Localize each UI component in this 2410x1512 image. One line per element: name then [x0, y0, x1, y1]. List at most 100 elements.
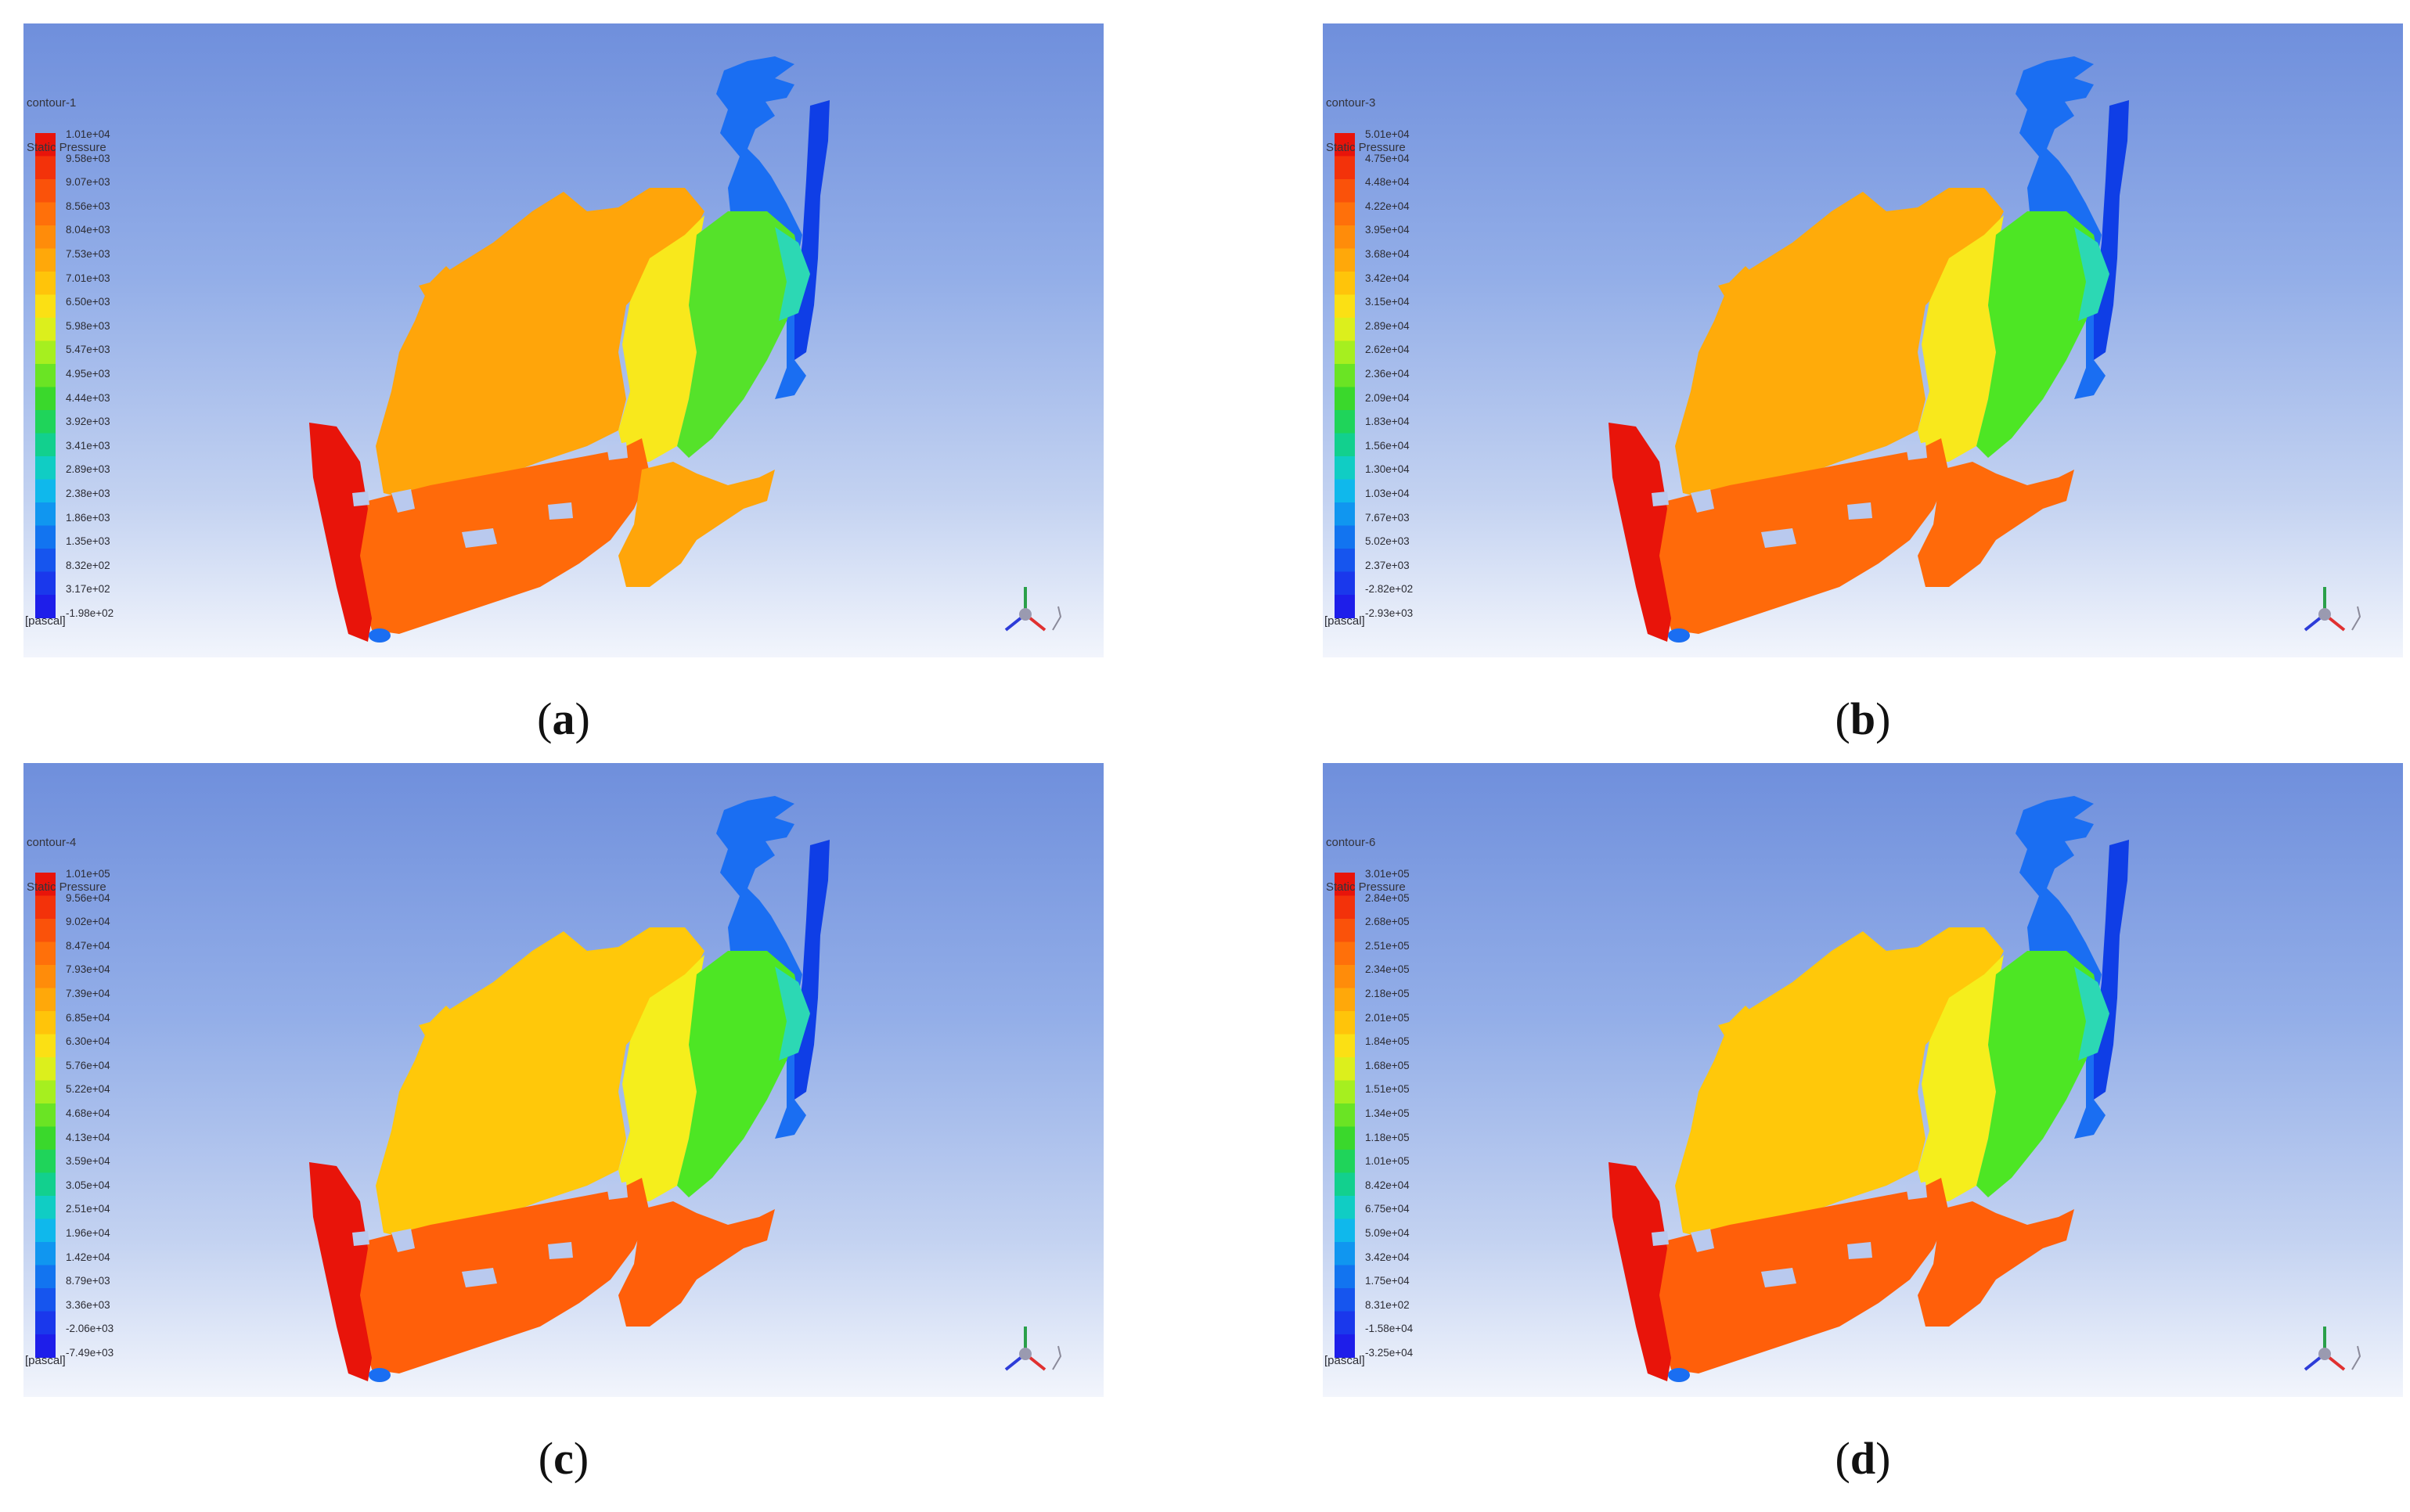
color-bar-segment	[1335, 1126, 1355, 1150]
island	[391, 1229, 415, 1252]
color-bar-segment	[1335, 525, 1355, 549]
scale-tick-label: 3.92e+03	[66, 416, 110, 428]
island	[1906, 1182, 1927, 1200]
scale-tick-label: 6.85e+04	[66, 1011, 110, 1024]
color-bar-segment	[35, 479, 56, 503]
color-bar-segment	[1335, 571, 1355, 596]
island	[1691, 1229, 1714, 1252]
scale-tick-label: 3.42e+04	[1365, 272, 1410, 284]
contour-panel-c: contour-4 Static Pressure 1.01e+05 9.56e+…	[23, 763, 1104, 1397]
scale-tick-label: 7.93e+04	[66, 963, 110, 976]
color-bar-segment	[35, 919, 56, 942]
contour-plot-d	[1335, 796, 2361, 1382]
scale-tick-label: 3.01e+05	[1365, 868, 1410, 880]
color-bar-segment	[1335, 1150, 1355, 1173]
color-bar-segment	[1335, 1080, 1355, 1104]
island	[1847, 502, 1872, 520]
color-bar-segment	[1335, 202, 1355, 226]
variable-name-b: Static Pressure	[1326, 141, 1406, 154]
southern-basin	[356, 438, 650, 634]
color-bar-segment	[35, 433, 56, 457]
color-bar-segment	[35, 595, 56, 618]
scale-tick-label: 1.03e+04	[1365, 488, 1410, 499]
outlet-blob	[369, 628, 391, 643]
color-bar-segment	[35, 1196, 56, 1219]
color-bar-segment	[35, 941, 56, 966]
scale-tick-label: 9.58e+03	[66, 152, 110, 164]
southeast-arm	[1918, 1201, 2074, 1327]
southern-basin	[356, 1178, 650, 1373]
unit-label-b: [pascal]	[1324, 614, 1365, 628]
color-bar-segment	[1335, 873, 1355, 896]
island	[1761, 1268, 1796, 1287]
southern-basin	[1655, 1178, 1949, 1373]
unit-label-d: [pascal]	[1324, 1354, 1365, 1367]
scale-tick-label: 3.41e+03	[66, 439, 110, 452]
color-bar-a	[35, 133, 56, 618]
color-bar-segment	[1335, 1311, 1355, 1335]
scale-tick-label: 8.04e+03	[66, 224, 110, 236]
color-bar-segment	[35, 1219, 56, 1243]
island	[1761, 528, 1796, 548]
color-bar-segment	[35, 225, 56, 249]
color-bar-segment	[1335, 941, 1355, 966]
scale-tick-label: 1.56e+04	[1365, 439, 1410, 452]
scale-tick-label: 8.32e+02	[66, 559, 110, 571]
scale-tick-label: 1.18e+05	[1365, 1131, 1410, 1143]
southeast-arm	[618, 462, 775, 587]
color-bar-segment	[1335, 387, 1355, 411]
color-bar-segment	[35, 1265, 56, 1289]
color-bar-segment	[35, 1011, 56, 1035]
scale-tick-label: 8.56e+03	[66, 200, 110, 212]
scale-tick-label: 3.17e+02	[66, 583, 110, 596]
color-bar-segment	[35, 340, 56, 365]
central-basin	[376, 188, 704, 501]
color-bar-segment	[35, 294, 56, 319]
scale-tick-label: -2.06e+03	[66, 1323, 114, 1335]
color-bar-segment	[1335, 225, 1355, 249]
scale-tick-label: 3.95e+04	[1365, 224, 1410, 236]
scale-tick-label: 1.96e+04	[66, 1227, 110, 1239]
scale-tick-label: 2.62e+04	[1365, 344, 1410, 356]
pressure-field-d	[1608, 796, 2129, 1382]
island	[352, 1231, 369, 1246]
east-gradient-zone	[775, 227, 810, 321]
east-basin	[1976, 951, 2102, 1197]
color-bar-segment	[35, 410, 56, 434]
western-strip	[309, 423, 372, 642]
scale-tick-label: 1.34e+05	[1365, 1107, 1410, 1119]
color-bar-segment	[35, 248, 56, 272]
color-bar-segment	[35, 1034, 56, 1058]
contour-name-d: contour-6	[1326, 836, 1376, 849]
contour-name-a: contour-1	[27, 96, 77, 110]
color-bar-segment	[35, 571, 56, 596]
color-bar-segment	[1335, 1011, 1355, 1035]
island	[1691, 489, 1714, 513]
scale-tick-label: 1.01e+05	[66, 868, 110, 880]
contour-plot-b	[1335, 56, 2361, 643]
color-bar-segment	[35, 525, 56, 549]
scale-tick-label: 8.31e+02	[1365, 1298, 1410, 1311]
color-bar-segment	[1335, 1196, 1355, 1219]
color-bar-segment	[1335, 988, 1355, 1012]
scale-tick-label: 8.79e+03	[66, 1275, 110, 1287]
caption-d: (d)	[1835, 1433, 1891, 1484]
scale-tick-label: 4.68e+04	[66, 1107, 110, 1119]
color-bar-segment	[35, 1150, 56, 1173]
transition-band	[618, 955, 704, 1201]
outlet-blob	[369, 1368, 391, 1382]
color-bar-segment	[35, 1080, 56, 1104]
scale-tick-label: 1.35e+03	[66, 535, 110, 548]
southern-basin	[1655, 438, 1949, 634]
color-bar-segment	[1335, 340, 1355, 365]
scale-tick-label: 2.84e+05	[1365, 891, 1410, 904]
color-bar-segment	[35, 456, 56, 480]
pressure-field-a	[309, 56, 830, 643]
color-bar-segment	[35, 502, 56, 526]
color-bar-segment	[1335, 1265, 1355, 1289]
scale-tick-label: 1.01e+04	[66, 128, 110, 140]
color-bar-segment	[35, 895, 56, 920]
color-bar-segment	[1335, 965, 1355, 988]
pressure-field-c	[309, 796, 830, 1382]
scale-tick-label: 5.98e+03	[66, 319, 110, 332]
